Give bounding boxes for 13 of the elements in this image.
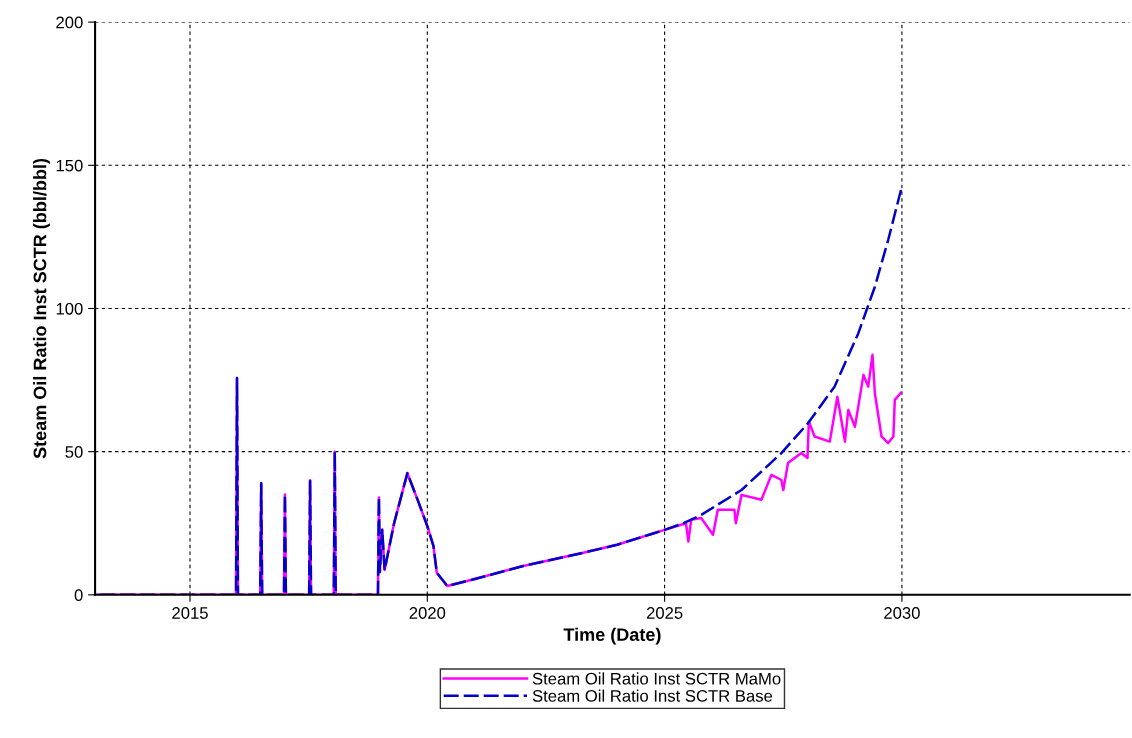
x-tick-label: 2030: [884, 607, 920, 619]
x-tick-label: 2015: [172, 607, 208, 619]
x-tick-label: 2025: [646, 607, 683, 619]
y-axis-title: Steam Oil Ratio Inst SCTR (bbl/bbl): [33, 158, 50, 459]
legend-label: Steam Oil Ratio Inst SCTR MaMo: [532, 672, 781, 685]
y-tick-label: 200: [56, 16, 83, 29]
y-tick-label: 50: [65, 446, 83, 458]
y-tick-label: 150: [56, 159, 83, 172]
y-tick-label: 0: [74, 589, 83, 602]
x-tick-label: 2020: [409, 607, 446, 619]
y-tick-label: 100: [56, 302, 83, 315]
legend-label: Steam Oil Ratio Inst SCTR Base: [532, 689, 773, 702]
x-axis-title: Time (Date): [563, 627, 661, 645]
